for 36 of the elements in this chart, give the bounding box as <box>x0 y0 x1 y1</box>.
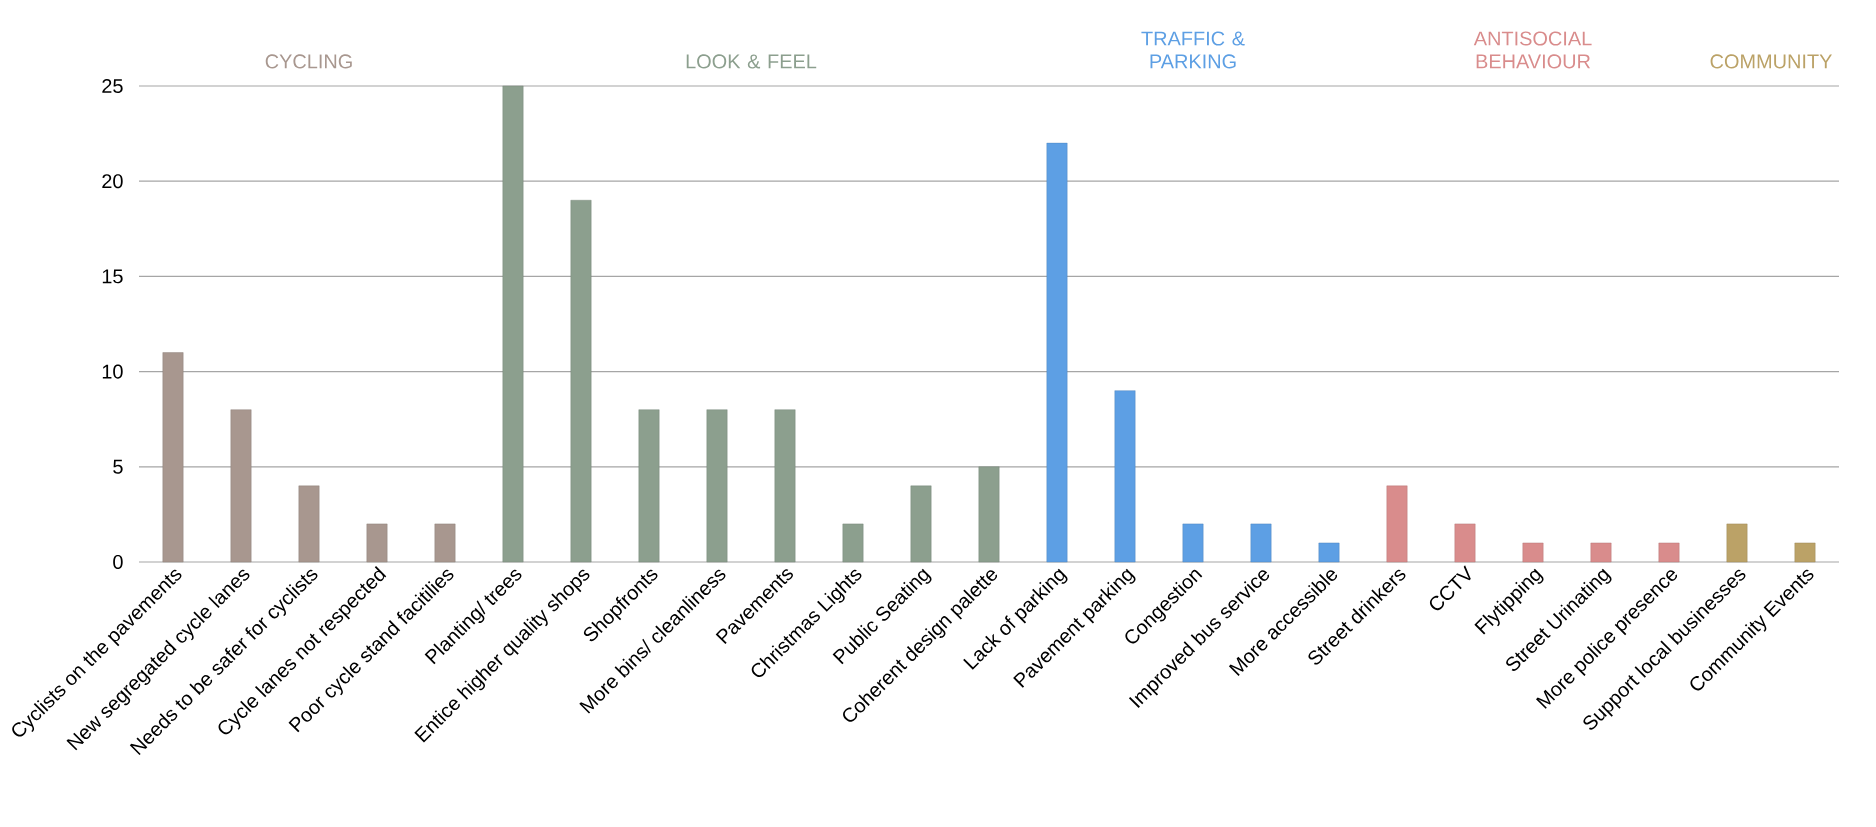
text: LOOK & FEEL <box>686 54 817 69</box>
bar <box>434 523 456 563</box>
bar <box>502 85 524 563</box>
bar <box>910 485 932 563</box>
text: TRAFFIC & PARKING <box>1141 31 1245 69</box>
bar <box>230 409 252 563</box>
bar <box>842 523 864 563</box>
bar <box>1250 523 1272 563</box>
bar <box>162 352 184 563</box>
bar <box>1726 523 1748 563</box>
y-tick-label: 0 <box>113 554 123 570</box>
bar <box>1114 390 1136 563</box>
bar <box>298 485 320 563</box>
bar <box>1658 542 1680 563</box>
bar <box>366 523 388 563</box>
y-tick-label: 25 <box>102 78 123 94</box>
bar <box>978 466 1000 563</box>
bar <box>1454 523 1476 563</box>
bar <box>1046 142 1068 563</box>
bar <box>1590 542 1612 563</box>
bar <box>1182 523 1204 563</box>
bar <box>1522 542 1544 563</box>
y-tick-label: 15 <box>102 269 123 284</box>
y-tick-label: 20 <box>102 174 123 189</box>
y-tick-label: 5 <box>113 459 123 474</box>
y-tick-label: 10 <box>102 364 123 379</box>
bar <box>1318 542 1340 563</box>
bar <box>638 409 660 563</box>
bar <box>706 409 728 563</box>
bar <box>1386 485 1408 563</box>
text: ANTISOCIAL BEHAVIOUR <box>1473 31 1592 69</box>
text: CYCLING <box>265 54 352 69</box>
bar <box>1794 542 1816 563</box>
bar <box>774 409 796 563</box>
bar <box>570 200 592 563</box>
text: COMMUNITY <box>1710 54 1832 69</box>
